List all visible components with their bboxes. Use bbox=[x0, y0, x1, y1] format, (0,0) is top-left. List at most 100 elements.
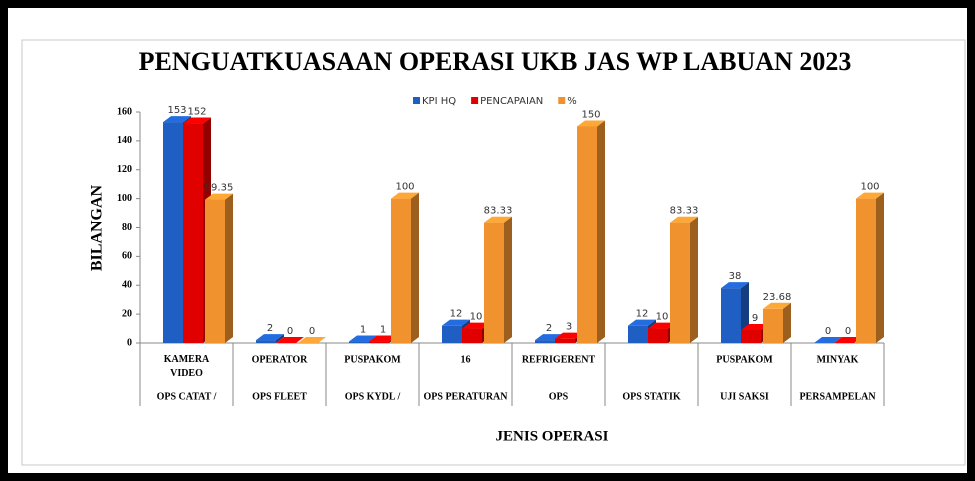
bar-side bbox=[276, 334, 284, 343]
bar-top bbox=[814, 337, 842, 343]
bar-top bbox=[741, 324, 769, 331]
bar-top bbox=[163, 116, 191, 123]
x-group-label: OPS CATAT / bbox=[157, 391, 217, 402]
value-label: 153 bbox=[167, 105, 186, 116]
bar-top bbox=[577, 120, 605, 127]
chart-title: PENGUATKUASAAN OPERASI UKB JAS WP LABUAN… bbox=[139, 47, 852, 76]
value-label: 0 bbox=[309, 326, 315, 337]
bar-side bbox=[597, 120, 605, 343]
x-axis-title: JENIS OPERASI bbox=[496, 428, 609, 444]
y-tick-label: 40 bbox=[122, 280, 132, 291]
bar-top bbox=[484, 216, 512, 223]
value-label: 10 bbox=[470, 312, 483, 323]
y-tick-label: 80 bbox=[122, 222, 132, 233]
x-tick-label-line: KAMERA bbox=[164, 354, 210, 365]
bar-top bbox=[670, 216, 698, 223]
bar-side bbox=[876, 192, 884, 343]
bar-top bbox=[391, 192, 419, 199]
value-label: 2 bbox=[546, 323, 552, 334]
bar-side bbox=[504, 216, 512, 343]
bar-top bbox=[298, 337, 326, 343]
bar-top bbox=[834, 337, 862, 343]
bar-top bbox=[349, 335, 377, 342]
x-tick-label: 16 bbox=[461, 354, 471, 365]
bar bbox=[721, 288, 741, 343]
y-tick-label: 20 bbox=[122, 308, 132, 319]
value-label: 3 bbox=[566, 322, 572, 333]
y-tick-label: 100 bbox=[117, 193, 132, 204]
y-tick-label: 0 bbox=[127, 337, 132, 348]
y-tick-label: 160 bbox=[117, 106, 132, 117]
bar-top bbox=[183, 117, 211, 124]
bar bbox=[628, 325, 648, 343]
bar bbox=[183, 123, 203, 343]
bar-top bbox=[276, 337, 304, 343]
x-tick-label: KAMERA VIDEO bbox=[164, 354, 210, 379]
x-group-label: UJI SAKSI bbox=[720, 391, 769, 402]
bar bbox=[462, 328, 482, 343]
value-label: 83.33 bbox=[484, 206, 513, 217]
value-label: 2 bbox=[267, 323, 273, 334]
x-tick-label: MINYAK bbox=[817, 354, 859, 365]
x-tick-label-line: VIDEO bbox=[170, 368, 203, 379]
y-tick-label: 60 bbox=[122, 251, 132, 262]
legend-label: % bbox=[567, 96, 577, 107]
value-label: 152 bbox=[187, 107, 206, 118]
bar-top bbox=[763, 302, 791, 309]
x-group-label: OPS KYDL / bbox=[345, 391, 401, 402]
x-tick-label: OPERATOR bbox=[252, 354, 309, 365]
value-label: 12 bbox=[450, 309, 463, 320]
bar bbox=[741, 330, 761, 343]
x-tick-label: PUSPAKOM bbox=[716, 354, 773, 365]
legend-swatch bbox=[413, 97, 420, 104]
value-label: 9 bbox=[752, 313, 758, 324]
value-label: 0 bbox=[287, 326, 293, 337]
bar-side bbox=[225, 193, 233, 343]
bar-top bbox=[256, 334, 284, 341]
value-label: 1 bbox=[360, 325, 366, 336]
x-group-label: OPS STATIK bbox=[622, 391, 680, 402]
x-group-label: PERSAMPELAN bbox=[799, 391, 876, 402]
bar bbox=[391, 198, 411, 343]
value-label: 12 bbox=[636, 309, 649, 320]
value-label: 83.33 bbox=[670, 206, 699, 217]
bar-top bbox=[369, 335, 397, 342]
value-label: 100 bbox=[395, 182, 414, 193]
bar bbox=[856, 198, 876, 343]
bar-top bbox=[462, 322, 490, 329]
bar bbox=[484, 222, 504, 343]
value-label: 38 bbox=[729, 271, 742, 282]
bar bbox=[763, 308, 783, 343]
y-tick-label: 120 bbox=[117, 164, 132, 175]
bar-top bbox=[721, 282, 749, 289]
bar bbox=[256, 340, 276, 343]
bar bbox=[349, 341, 369, 343]
value-label: 10 bbox=[656, 312, 669, 323]
bar-top bbox=[648, 322, 676, 329]
bar bbox=[369, 341, 389, 343]
legend-swatch bbox=[471, 97, 479, 104]
y-axis-title: BILANGAN bbox=[89, 184, 106, 271]
x-tick-label: REFRIGERENT bbox=[522, 354, 596, 365]
bar-top bbox=[555, 332, 583, 339]
bar bbox=[163, 122, 183, 343]
bar-side bbox=[690, 216, 698, 343]
value-label: 0 bbox=[825, 326, 831, 337]
bar-side bbox=[411, 192, 419, 343]
bar bbox=[648, 328, 668, 343]
bar-side bbox=[783, 302, 791, 343]
bar bbox=[577, 126, 597, 343]
bar-top bbox=[856, 192, 884, 199]
bar bbox=[535, 340, 555, 343]
value-label: 150 bbox=[581, 109, 600, 120]
value-label: 99.35 bbox=[205, 183, 234, 194]
bar-top bbox=[628, 319, 656, 326]
bar-top bbox=[205, 193, 233, 200]
y-tick-label: 140 bbox=[117, 135, 132, 146]
value-label: 23.68 bbox=[763, 292, 792, 303]
legend-label: PENCAPAIAN bbox=[480, 96, 543, 107]
bar bbox=[205, 199, 225, 343]
x-tick-label: PUSPAKOM bbox=[344, 354, 401, 365]
x-group-label: OPS FLEET bbox=[252, 391, 307, 402]
bar bbox=[670, 222, 690, 343]
